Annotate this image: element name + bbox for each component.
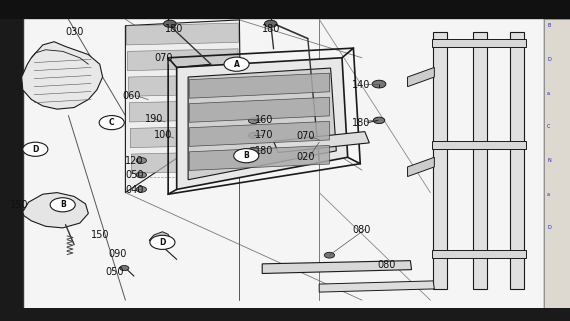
Polygon shape	[432, 39, 526, 47]
Text: 060: 060	[123, 91, 141, 101]
Polygon shape	[319, 281, 434, 292]
Text: 180: 180	[255, 146, 274, 156]
Circle shape	[264, 20, 277, 27]
Circle shape	[224, 57, 249, 71]
Text: a: a	[547, 192, 550, 197]
Text: B: B	[243, 151, 249, 160]
Text: 170: 170	[255, 130, 274, 141]
Polygon shape	[22, 42, 103, 109]
Polygon shape	[189, 145, 329, 170]
Text: N: N	[547, 158, 551, 163]
Circle shape	[120, 265, 129, 271]
Text: D: D	[32, 145, 39, 154]
Circle shape	[234, 149, 259, 163]
Circle shape	[50, 198, 75, 212]
Polygon shape	[131, 152, 237, 173]
Text: 150: 150	[91, 230, 109, 240]
Text: 150: 150	[10, 200, 28, 211]
Text: 120: 120	[125, 155, 144, 166]
Polygon shape	[473, 32, 487, 289]
Circle shape	[150, 235, 175, 249]
Circle shape	[99, 116, 124, 130]
Polygon shape	[125, 20, 241, 193]
Polygon shape	[189, 121, 329, 146]
Text: C: C	[109, 118, 115, 127]
Text: a: a	[547, 91, 550, 96]
Circle shape	[249, 133, 259, 138]
Text: 180: 180	[262, 24, 280, 34]
Polygon shape	[0, 308, 570, 321]
Polygon shape	[23, 193, 88, 228]
Text: 080: 080	[352, 224, 370, 235]
Circle shape	[249, 118, 259, 124]
Text: 020: 020	[296, 152, 315, 162]
Text: C: C	[547, 124, 551, 129]
Text: 050: 050	[125, 170, 144, 180]
Polygon shape	[432, 250, 526, 258]
Text: 050: 050	[105, 267, 124, 277]
Text: 080: 080	[377, 260, 396, 270]
Polygon shape	[23, 18, 544, 311]
Polygon shape	[274, 132, 369, 152]
Circle shape	[136, 187, 146, 192]
Circle shape	[372, 80, 386, 88]
Text: B: B	[547, 23, 551, 28]
Circle shape	[373, 117, 385, 124]
Polygon shape	[189, 73, 329, 98]
Text: 070: 070	[154, 53, 172, 63]
Text: 180: 180	[165, 24, 184, 34]
Text: 190: 190	[145, 114, 164, 124]
Polygon shape	[0, 0, 570, 19]
Text: 030: 030	[66, 27, 84, 37]
Text: 180: 180	[352, 117, 370, 128]
Text: D: D	[547, 57, 551, 62]
Circle shape	[23, 142, 48, 156]
Circle shape	[136, 158, 146, 163]
Circle shape	[136, 172, 146, 178]
Polygon shape	[262, 261, 412, 273]
Polygon shape	[510, 32, 524, 289]
Text: 040: 040	[125, 185, 144, 195]
Polygon shape	[433, 32, 447, 289]
Polygon shape	[177, 58, 348, 189]
Text: D: D	[547, 225, 551, 230]
Polygon shape	[188, 68, 336, 180]
Text: D: D	[159, 238, 166, 247]
Polygon shape	[128, 74, 238, 96]
Text: 070: 070	[296, 131, 315, 142]
Text: 090: 090	[108, 248, 127, 259]
Polygon shape	[149, 232, 171, 247]
Circle shape	[164, 20, 176, 27]
Text: 100: 100	[154, 130, 172, 141]
Polygon shape	[128, 49, 238, 71]
Text: A: A	[234, 60, 239, 69]
Polygon shape	[544, 19, 570, 308]
Circle shape	[324, 252, 335, 258]
Polygon shape	[408, 157, 434, 177]
Polygon shape	[129, 100, 238, 122]
Text: 160: 160	[255, 115, 274, 126]
Polygon shape	[131, 126, 238, 148]
Circle shape	[249, 147, 259, 153]
Polygon shape	[408, 67, 434, 87]
Polygon shape	[432, 141, 526, 149]
Polygon shape	[127, 23, 238, 45]
Polygon shape	[189, 97, 329, 122]
Text: B: B	[60, 200, 66, 209]
Text: 140: 140	[352, 80, 370, 90]
